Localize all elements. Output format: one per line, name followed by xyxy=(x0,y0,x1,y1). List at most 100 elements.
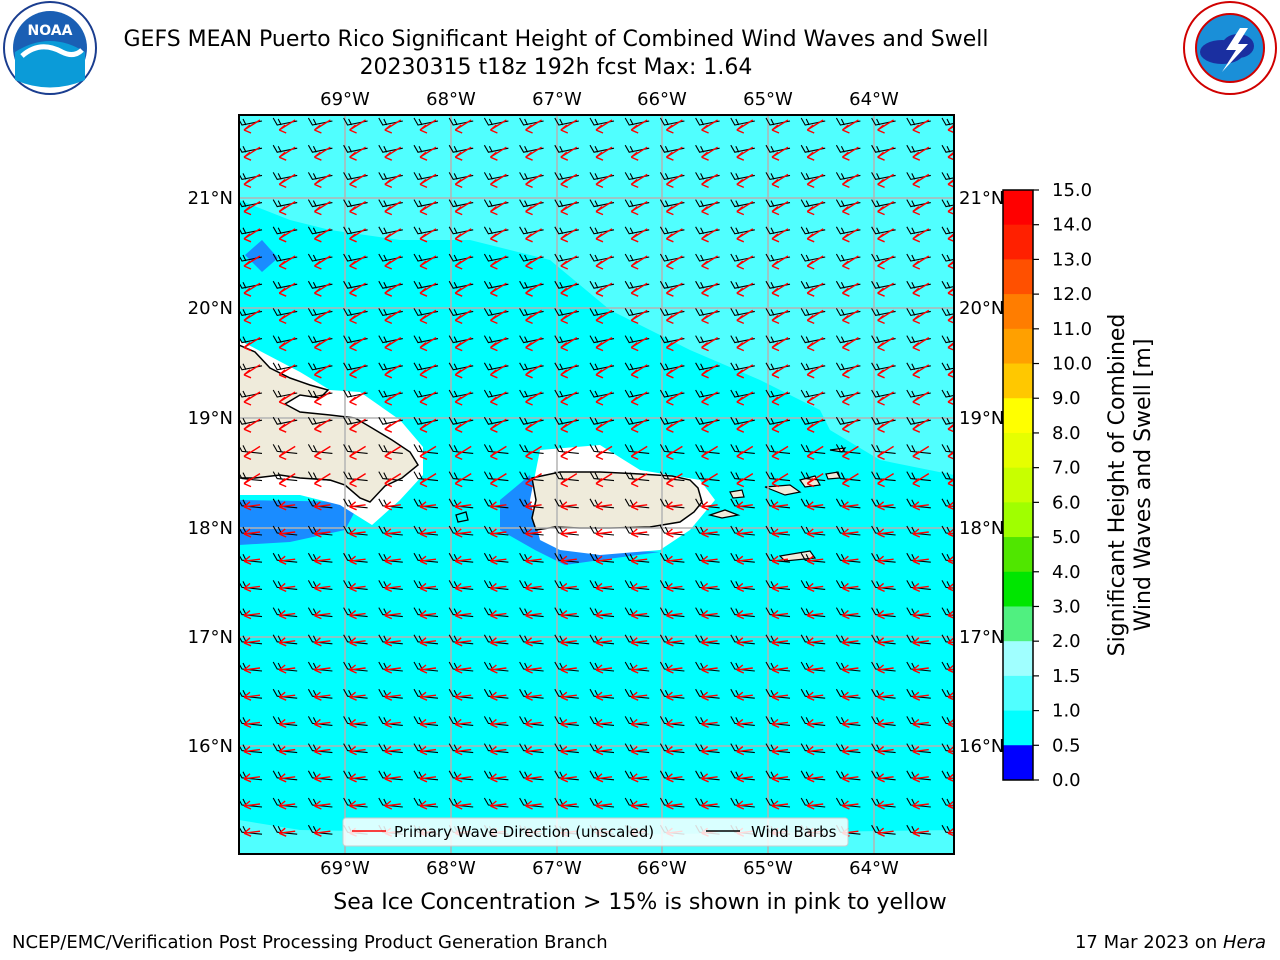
wave-direction-arrow xyxy=(243,582,261,593)
wave-direction-arrow xyxy=(877,418,894,433)
wave-direction-arrow xyxy=(736,473,754,488)
footer-host: Hera xyxy=(1222,932,1266,953)
wave-direction-arrow xyxy=(454,445,472,461)
lon-labels-bottom: 69°W 68°W 67°W 66°W 65°W 64°W xyxy=(320,858,899,879)
wave-direction-arrows-layer xyxy=(243,119,954,837)
wave-direction-arrow xyxy=(630,445,648,461)
wind-barb xyxy=(835,444,861,454)
wave-direction-arrow xyxy=(912,773,929,783)
wave-direction-arrow xyxy=(560,501,577,511)
wave-direction-arrow xyxy=(912,309,930,325)
wave-direction-arrow xyxy=(877,664,894,674)
wave-direction-arrow xyxy=(454,555,472,565)
wave-direction-arrow xyxy=(419,146,437,161)
wave-direction-arrow xyxy=(806,746,824,756)
wave-direction-arrow xyxy=(525,282,542,297)
colorbar-tick-label: 1.5 xyxy=(1052,666,1081,687)
wave-direction-arrow xyxy=(877,364,894,379)
wave-direction-arrow xyxy=(454,119,472,134)
wave-direction-arrow xyxy=(665,146,683,161)
wave-direction-arrow xyxy=(771,119,789,134)
wave-direction-arrow xyxy=(595,418,613,433)
colorbar-tick-label: 0.5 xyxy=(1052,735,1081,756)
lat-label: 19°N xyxy=(188,408,233,429)
wave-direction-arrow xyxy=(841,173,859,189)
wave-direction-arrow xyxy=(349,309,366,325)
wave-direction-arrow xyxy=(806,228,824,243)
lon-label: 66°W xyxy=(637,858,687,879)
wave-direction-arrow xyxy=(419,664,437,674)
wave-direction-arrow xyxy=(736,337,754,352)
wave-direction-arrow xyxy=(665,173,683,189)
wind-barb xyxy=(448,444,474,454)
wave-direction-arrow xyxy=(384,309,402,325)
wave-direction-arrow xyxy=(525,201,542,216)
colorbar-tick-label: 10.0 xyxy=(1052,354,1092,375)
wave-direction-arrow xyxy=(243,637,261,647)
wave-direction-arrow xyxy=(349,610,366,620)
wave-direction-arrow xyxy=(771,691,789,701)
wave-direction-arrow xyxy=(701,228,718,243)
wave-direction-arrow xyxy=(243,228,261,243)
wave-direction-arrow xyxy=(877,746,894,756)
wave-direction-arrow xyxy=(912,364,930,379)
wave-direction-arrow xyxy=(349,228,366,243)
wave-direction-arrow xyxy=(419,555,437,565)
wave-direction-arrow xyxy=(595,364,613,379)
wave-direction-arrow xyxy=(454,418,472,433)
wave-direction-arrow xyxy=(877,146,894,161)
wave-direction-arrow xyxy=(349,528,366,538)
lat-label: 17°N xyxy=(188,627,233,648)
wind-barb xyxy=(941,172,954,181)
wave-direction-arrow xyxy=(841,201,859,216)
wave-direction-arrow xyxy=(701,364,718,379)
wave-direction-arrow xyxy=(701,255,718,270)
wave-direction-arrow xyxy=(701,746,718,756)
wave-direction-arrow xyxy=(630,391,648,406)
wind-barb xyxy=(941,226,954,235)
wave-direction-arrow xyxy=(560,119,578,134)
wave-direction-arrow xyxy=(419,445,437,461)
wave-direction-arrow xyxy=(736,255,754,270)
wave-direction-arrow xyxy=(630,473,648,488)
wave-direction-arrow xyxy=(560,391,578,406)
colorbar-tick-label: 6.0 xyxy=(1052,492,1081,513)
wave-direction-arrow xyxy=(630,228,648,243)
colorbar-tick-label: 8.0 xyxy=(1052,423,1081,444)
wave-direction-arrow xyxy=(736,201,754,216)
wave-direction-arrow xyxy=(349,637,366,647)
wave-direction-arrow xyxy=(806,309,824,325)
wave-direction-arrow xyxy=(736,773,753,783)
colorbar-tick-label: 1.0 xyxy=(1052,701,1081,722)
wave-direction-arrow xyxy=(630,282,648,297)
wave-direction-arrow xyxy=(630,746,648,756)
wave-direction-arrow xyxy=(525,773,542,783)
wave-direction-arrow xyxy=(454,718,472,729)
wave-direction-arrow xyxy=(630,146,648,161)
wave-direction-arrow xyxy=(419,309,437,325)
wave-direction-arrow xyxy=(525,146,542,161)
wind-barb xyxy=(906,444,931,454)
wave-direction-arrow xyxy=(771,800,789,810)
wave-direction-arrow xyxy=(454,173,472,189)
wind-barb xyxy=(765,471,791,482)
wave-region-0.5m-a xyxy=(245,240,278,272)
colorbar-tick-label: 5.0 xyxy=(1052,527,1081,548)
wind-barb xyxy=(272,444,298,454)
noaa-logo-text: NOAA xyxy=(28,23,73,39)
wind-barb xyxy=(941,471,954,480)
wave-direction-arrow xyxy=(665,364,683,379)
wave-direction-arrow xyxy=(349,173,366,189)
wave-direction-arrow xyxy=(912,282,930,297)
wave-direction-arrow xyxy=(278,473,296,488)
wave-direction-arrow xyxy=(278,309,296,325)
wave-direction-arrow xyxy=(736,691,753,701)
island-virgin-gorda xyxy=(825,471,841,480)
wave-direction-arrow xyxy=(278,228,296,243)
wave-direction-arrow xyxy=(701,664,718,674)
wave-direction-arrow xyxy=(278,391,296,406)
wave-direction-arrow xyxy=(243,255,261,270)
wave-direction-arrow xyxy=(630,255,648,270)
wave-direction-arrow xyxy=(489,445,507,461)
wave-direction-arrow xyxy=(419,173,437,189)
